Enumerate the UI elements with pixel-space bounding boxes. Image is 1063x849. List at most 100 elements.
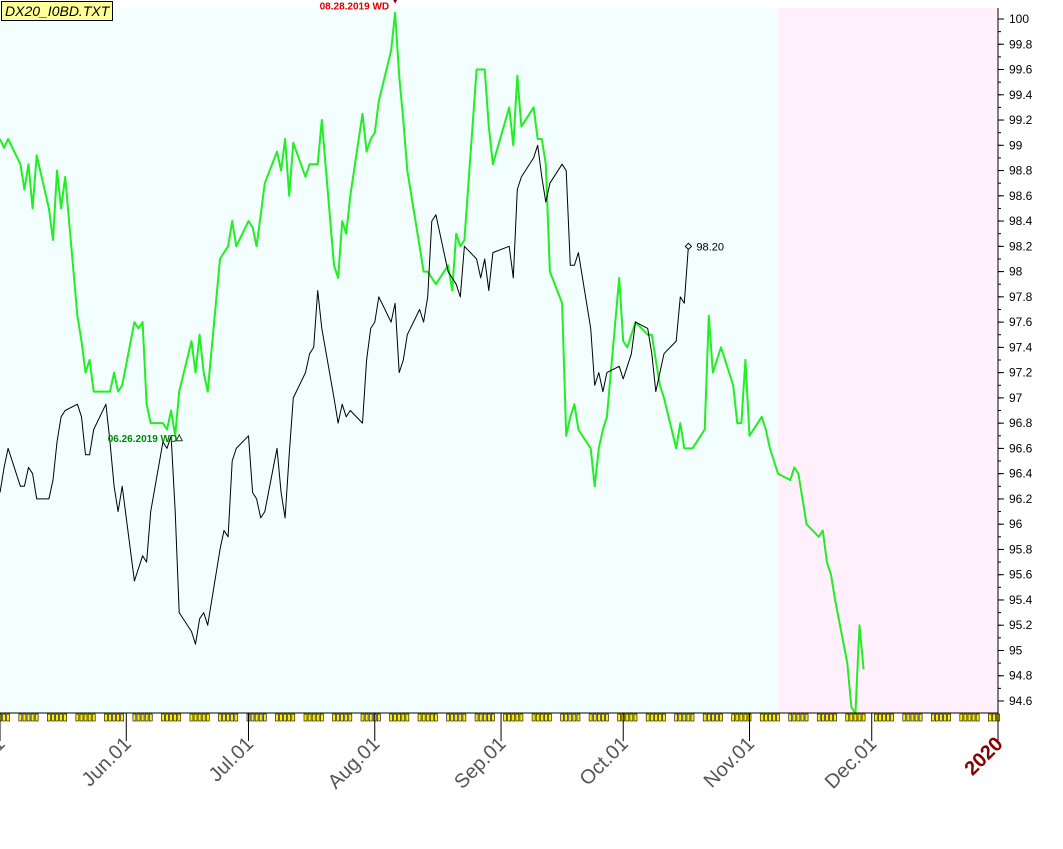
- x-minor-tick: [26, 713, 31, 722]
- x-minor-tick: [764, 713, 768, 722]
- x-minor-tick: [715, 713, 719, 722]
- x-minor-tick: [975, 713, 980, 722]
- x-minor-tick: [792, 713, 797, 722]
- x-minor-tick: [821, 713, 825, 722]
- y-tick-label: 95: [1009, 643, 1023, 657]
- x-minor-tick: [458, 713, 463, 722]
- x-minor-tick: [434, 713, 438, 722]
- annotation-label: 08.28.2019 WD: [320, 2, 390, 13]
- x-minor-tick: [633, 713, 638, 722]
- y-tick-label: 95.6: [1009, 568, 1033, 582]
- x-minor-tick: [169, 713, 173, 722]
- x-minor-tick: [287, 713, 292, 722]
- x-minor-tick: [992, 713, 996, 722]
- x-minor-tick: [389, 713, 393, 722]
- x-minor-tick: [320, 713, 324, 722]
- x-minor-tick: [588, 713, 593, 722]
- x-minor-tick: [825, 713, 829, 722]
- annotation-label: 06.26.2019 WD: [108, 434, 178, 445]
- y-tick-label: 96.6: [1009, 441, 1033, 455]
- x-minor-tick: [731, 713, 736, 722]
- series-1-line: [0, 144, 689, 645]
- y-tick-label: 98.4: [1009, 214, 1033, 228]
- x-minor-tick: [417, 713, 422, 722]
- x-minor-tick: [205, 713, 210, 722]
- x-minor-tick: [189, 713, 194, 722]
- x-minor-tick: [482, 713, 487, 722]
- x-minor-tick: [560, 713, 564, 722]
- last-value-marker: [684, 242, 693, 251]
- y-tick-label: 97.6: [1009, 315, 1033, 329]
- annotation-marker-icon: [393, 0, 398, 4]
- x-minor-tick: [931, 713, 935, 722]
- x-minor-tick: [596, 713, 601, 722]
- y-tick-label: 98.6: [1009, 189, 1033, 203]
- x-minor-tick: [307, 713, 312, 722]
- y-tick-label: 96: [1009, 517, 1023, 531]
- x-minor-tick: [796, 713, 801, 722]
- x-minor-tick: [258, 713, 263, 722]
- x-minor-tick: [702, 713, 707, 722]
- x-minor-tick: [902, 713, 907, 722]
- x-minor-tick: [645, 713, 650, 722]
- x-minor-tick: [104, 713, 108, 722]
- shaded-regions: [0, 8, 998, 713]
- x-minor-tick: [201, 713, 206, 722]
- annotation-0: 08.28.2019 WD: [320, 0, 398, 13]
- x-minor-tick: [79, 713, 84, 722]
- x-minor-tick: [539, 713, 544, 722]
- x-minor-tick: [617, 713, 621, 722]
- y-tick-label: 97.4: [1009, 340, 1033, 354]
- x-minor-tick: [140, 713, 145, 722]
- x-minor-tick: [759, 713, 764, 722]
- x-minor-tick: [572, 713, 577, 722]
- x-minor-tick: [222, 713, 226, 722]
- shaded-region-1: [778, 8, 998, 713]
- shaded-region-0: [0, 8, 779, 713]
- x-minor-tick: [34, 713, 39, 722]
- last-value-label: 98.20: [696, 241, 724, 253]
- x-minor-tick: [625, 713, 630, 722]
- x-minor-tick: [218, 713, 222, 722]
- x-minor-tick: [368, 713, 373, 722]
- x-minor-tick: [250, 713, 255, 722]
- y-tick-label: 96.8: [1009, 416, 1033, 430]
- annotations-layer: 08.28.2019 WD 06.26.2019 WD: [108, 0, 398, 445]
- x-minor-tick: [262, 713, 267, 722]
- x-tick-label: Nov.01: [700, 733, 759, 792]
- x-minor-tick: [629, 713, 634, 722]
- x-minor-tick: [882, 713, 886, 722]
- series-0: [0, 11, 865, 715]
- x-minor-tick: [474, 713, 479, 722]
- x-minor-tick: [686, 713, 691, 722]
- x-minor-tick: [291, 713, 296, 722]
- x-minor-tick: [336, 713, 340, 722]
- x-minor-tick: [348, 713, 353, 722]
- x-minor-tick: [315, 713, 320, 722]
- x-minor-tick: [491, 713, 495, 722]
- x-minor-tick: [507, 713, 511, 722]
- x-minor-tick: [112, 713, 116, 722]
- x-minor-tick: [397, 713, 402, 722]
- x-minor-tick: [682, 713, 687, 722]
- x-minor-tick: [939, 713, 943, 722]
- x-minor-tick: [768, 713, 772, 722]
- x-tick-label: 2020: [961, 733, 1008, 780]
- series-layer: 98.20: [0, 11, 865, 715]
- x-minor-tick: [971, 713, 976, 722]
- x-minor-tick: [568, 713, 573, 722]
- x-minor-tick: [454, 713, 459, 722]
- y-tick-label: 97: [1009, 391, 1023, 405]
- x-minor-tick: [886, 713, 890, 722]
- x-minor-tick: [804, 713, 809, 722]
- x-minor-tick: [959, 713, 964, 722]
- x-minor-tick: [161, 713, 165, 722]
- x-minor-tick: [275, 713, 279, 722]
- x-minor-tick: [6, 713, 10, 722]
- x-minor-tick: [853, 713, 858, 722]
- x-minor-tick: [788, 713, 793, 722]
- x-minor-tick: [421, 713, 426, 722]
- y-tick-label: 98.2: [1009, 239, 1033, 253]
- x-minor-tick: [829, 713, 833, 722]
- x-minor-tick: [674, 713, 678, 722]
